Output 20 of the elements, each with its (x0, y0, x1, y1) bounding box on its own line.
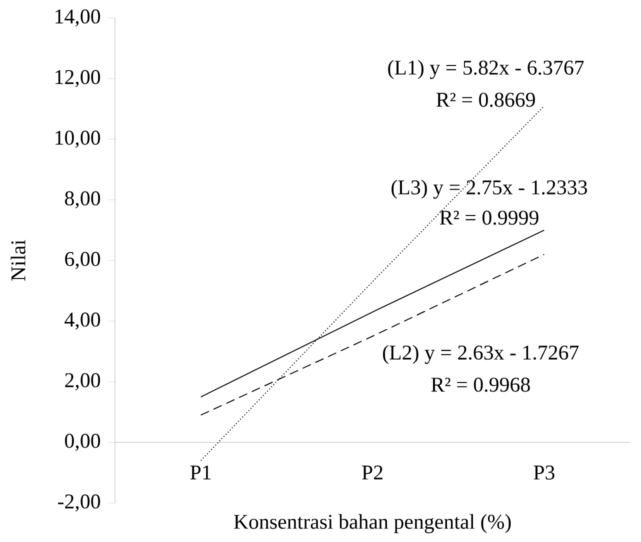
x-tick-label: P1 (190, 466, 211, 480)
annotation: (L3) y = 2.75x - 1.2333 (392, 180, 587, 199)
y-tick-label: 6,00 (65, 252, 100, 270)
annotation: R² = 0.8669 (436, 92, 535, 107)
y-tick-label: 12,00 (56, 70, 100, 88)
y-axis-title: Nilai (10, 240, 26, 281)
annotation: (L2) y = 2.63x - 1.7267 (383, 344, 579, 364)
annotation: R² = 0.9999 (440, 210, 538, 225)
y-tick-label: 8,00 (65, 191, 100, 208)
x-tick-label: P3 (534, 466, 554, 480)
y-tick-label: -2,00 (58, 494, 100, 512)
x-axis-title: Konsentrasi bahan pengental (%) (234, 514, 511, 534)
y-tick-label: 0,00 (65, 434, 100, 451)
y-tick-label: 10,00 (56, 130, 100, 148)
y-tick-label: 2,00 (65, 373, 100, 390)
y-tick-label: 4,00 (64, 312, 100, 330)
x-tick-label: P2 (362, 466, 382, 480)
y-tick-label: 14,00 (56, 9, 100, 27)
annotation: R² = 0.9968 (431, 378, 530, 392)
annotation: (L1) y = 5.82x - 6.3767 (388, 60, 584, 80)
